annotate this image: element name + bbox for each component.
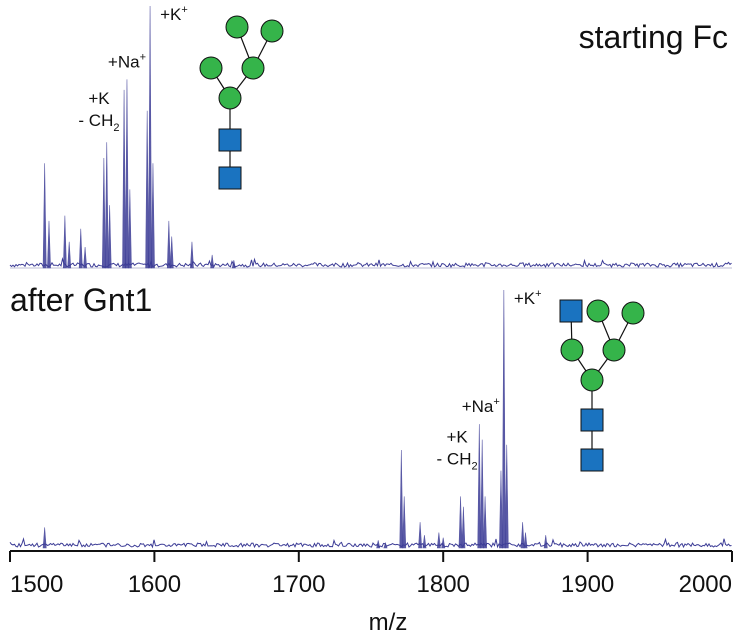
spectrum-peak xyxy=(376,540,381,549)
spectrum-peak xyxy=(107,205,112,269)
glcnac-square-icon xyxy=(218,128,242,152)
spectrum-peak xyxy=(210,254,215,269)
x-tick-label: 1700 xyxy=(272,571,325,598)
spectrum-peak xyxy=(543,535,548,549)
spectrum-peak xyxy=(422,535,427,549)
spectrum-peak xyxy=(67,241,72,269)
spectrum-peak xyxy=(483,496,487,549)
x-axis-title: m/z xyxy=(369,609,408,635)
bottom-glycan-icon xyxy=(559,299,645,472)
mannose-circle-icon xyxy=(241,56,265,80)
spectrum-peak xyxy=(461,506,466,549)
peak-annotation-label: +Na+ xyxy=(462,396,500,416)
x-tick-label: 1800 xyxy=(417,571,470,598)
x-tick-label: 1500 xyxy=(10,571,63,598)
spectrum-peak xyxy=(436,532,441,549)
spectrum-peak xyxy=(399,449,404,549)
spectrum-peak xyxy=(231,260,236,269)
top-panel-title: starting Fc xyxy=(579,19,728,55)
peak-annotation-label: - CH2 xyxy=(78,111,119,134)
mannose-circle-icon xyxy=(225,15,249,39)
spectrum-peak xyxy=(122,89,126,269)
spectrum-peak xyxy=(83,247,88,269)
noise-baseline xyxy=(9,256,732,269)
top-spectrum-trace xyxy=(9,5,732,269)
glcnac-square-icon xyxy=(559,299,583,323)
noise-baseline xyxy=(9,537,732,549)
spectrum-peak xyxy=(47,220,51,269)
mannose-circle-icon xyxy=(218,86,242,110)
spectrum-peak xyxy=(418,522,423,549)
bottom-peak-annotations: +K - CH2 +Na+ +K+ xyxy=(437,288,542,472)
peak-annotation-label: +K+ xyxy=(160,4,188,24)
bottom-panel-title: after Gnt1 xyxy=(10,282,152,318)
spectrum-peak xyxy=(125,79,129,269)
glcnac-square-icon xyxy=(580,408,604,432)
mannose-circle-icon xyxy=(621,301,645,325)
spectrum-peak xyxy=(383,541,388,549)
mannose-circle-icon xyxy=(602,338,626,362)
spectrum-peak xyxy=(480,439,485,549)
x-tick-label: 1900 xyxy=(561,571,614,598)
bottom-spectrum-trace xyxy=(9,289,732,549)
mannose-circle-icon xyxy=(199,56,223,80)
spectrum-peak xyxy=(169,236,174,269)
glcnac-square-icon xyxy=(218,166,242,190)
glcnac-square-icon xyxy=(580,448,604,472)
spectrum-peak xyxy=(477,424,482,549)
mannose-circle-icon xyxy=(580,368,604,392)
top-peak-annotations: +K - CH2 +Na+ +K+ xyxy=(78,4,187,134)
top-glycan-icon xyxy=(199,15,284,190)
x-tick-label: 2000 xyxy=(679,571,732,598)
mannose-circle-icon xyxy=(560,338,584,362)
peak-annotation-label: +K+ xyxy=(514,288,542,308)
spectrum-peak xyxy=(190,241,194,269)
spectrum-peak xyxy=(78,228,83,269)
spectrum-peak xyxy=(127,189,132,269)
spectrum-peak xyxy=(501,289,506,549)
spectrum-peak xyxy=(101,157,106,269)
spectrum-peak xyxy=(62,215,67,269)
peak-annotation-label: - CH2 xyxy=(437,449,478,472)
top-spectrum-panel: starting Fc +K - CH2 +Na+ +K+ xyxy=(9,4,732,269)
mannose-circle-icon xyxy=(586,299,610,323)
x-tick-label: 1600 xyxy=(128,571,181,598)
spectrum-peak xyxy=(523,532,528,549)
bottom-spectrum-panel: after Gnt1 +K - CH2 +Na+ +K+ xyxy=(9,282,732,549)
spectrum-peak xyxy=(148,5,152,269)
spectrum-peak xyxy=(42,163,47,269)
spectrum-peak xyxy=(504,444,509,549)
mannose-circle-icon xyxy=(260,19,284,43)
spectrum-peak xyxy=(499,470,503,549)
spectrum-peak xyxy=(145,110,150,269)
spectrum-peak xyxy=(402,496,407,549)
spectrum-peak xyxy=(441,537,446,549)
spectrum-peak xyxy=(104,142,109,269)
x-axis-ticks: 1500 1600 1700 1800 1900 2000 xyxy=(9,551,733,598)
peak-annotation-label: +K xyxy=(446,427,468,446)
spectrum-peak xyxy=(458,496,463,549)
spectrum-peak xyxy=(166,220,171,269)
spectrum-peak xyxy=(151,163,155,269)
spectrum-peak xyxy=(42,527,47,549)
peak-annotation-label: +K xyxy=(88,89,110,108)
peak-annotation-label: +Na+ xyxy=(108,51,146,71)
spectrum-peak xyxy=(520,522,525,549)
x-axis: 1500 1600 1700 1800 1900 2000 m/z xyxy=(9,550,733,635)
